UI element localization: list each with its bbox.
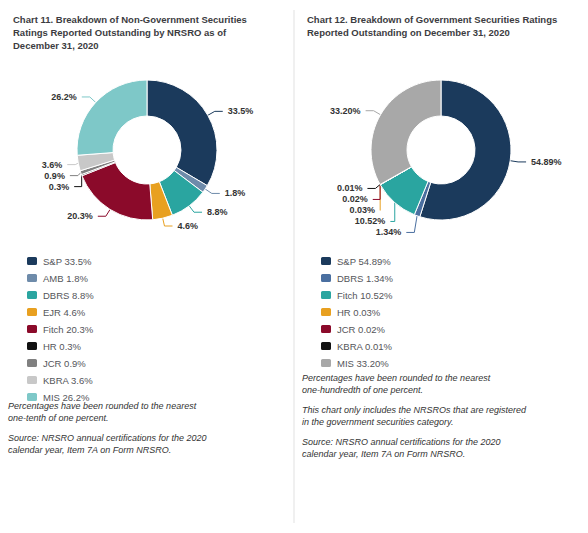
- svg-text:10.52%: 10.52%: [355, 216, 386, 226]
- svg-text:Source: NRSRO annual certifica: Source: NRSRO annual certifications for …: [302, 437, 501, 447]
- svg-text:in the government securities c: in the government securities category.: [302, 417, 453, 427]
- svg-text:0.01%: 0.01%: [337, 183, 363, 193]
- svg-text:Fitch 10.52%: Fitch 10.52%: [337, 290, 393, 301]
- svg-text:This chart only includes the N: This chart only includes the NRSROs that…: [302, 405, 527, 415]
- svg-text:S&P 33.5%: S&P 33.5%: [43, 256, 92, 267]
- svg-text:one-hundredth of one percent.: one-hundredth of one percent.: [302, 385, 423, 395]
- svg-text:calendar year, Item 7A on Form: calendar year, Item 7A on Form NRSRO.: [302, 449, 465, 459]
- svg-text:1.34%: 1.34%: [376, 227, 402, 237]
- svg-text:26.2%: 26.2%: [51, 92, 77, 102]
- svg-text:Percentages have been rounded: Percentages have been rounded to the nea…: [8, 401, 197, 411]
- svg-text:MIS 26.2%: MIS 26.2%: [43, 392, 90, 403]
- svg-text:DBRS 8.8%: DBRS 8.8%: [43, 290, 94, 301]
- svg-text:33.5%: 33.5%: [228, 106, 254, 116]
- svg-text:JCR 0.9%: JCR 0.9%: [43, 358, 86, 369]
- svg-text:AMB 1.8%: AMB 1.8%: [43, 273, 88, 284]
- svg-text:HR 0.3%: HR 0.3%: [43, 341, 82, 352]
- svg-text:8.8%: 8.8%: [207, 207, 228, 217]
- svg-text:Chart 11. Breakdown of Non-Gov: Chart 11. Breakdown of Non-Government Se…: [13, 14, 247, 25]
- svg-text:KBRA 0.01%: KBRA 0.01%: [337, 341, 392, 352]
- svg-text:HR 0.03%: HR 0.03%: [337, 307, 381, 318]
- svg-text:JCR 0.02%: JCR 0.02%: [337, 324, 386, 335]
- svg-text:Reported Outstanding on Decemb: Reported Outstanding on December 31, 202…: [307, 27, 510, 38]
- svg-text:33.20%: 33.20%: [330, 106, 361, 116]
- svg-text:1.8%: 1.8%: [225, 188, 246, 198]
- svg-text:Fitch 20.3%: Fitch 20.3%: [43, 324, 94, 335]
- svg-text:4.6%: 4.6%: [177, 221, 198, 231]
- svg-text:December 31, 2020: December 31, 2020: [13, 40, 99, 51]
- svg-text:Source: NRSRO annual certifica: Source: NRSRO annual certifications for …: [8, 433, 207, 443]
- svg-text:Ratings Reported Outstanding b: Ratings Reported Outstanding by NRSRO as…: [13, 27, 227, 38]
- svg-text:calendar year, Item 7A on Form: calendar year, Item 7A on Form NRSRO.: [8, 445, 171, 455]
- svg-text:S&P 54.89%: S&P 54.89%: [337, 256, 391, 267]
- svg-text:Chart 12. Breakdown of Governm: Chart 12. Breakdown of Government Securi…: [307, 14, 557, 25]
- svg-text:0.02%: 0.02%: [342, 194, 368, 204]
- svg-text:54.89%: 54.89%: [531, 157, 562, 167]
- svg-text:20.3%: 20.3%: [67, 211, 93, 221]
- svg-text:MIS 33.20%: MIS 33.20%: [337, 358, 389, 369]
- svg-text:0.9%: 0.9%: [44, 171, 65, 181]
- svg-text:EJR 4.6%: EJR 4.6%: [43, 307, 86, 318]
- svg-text:DBRS 1.34%: DBRS 1.34%: [337, 273, 394, 284]
- svg-text:one-tenth of one percent.: one-tenth of one percent.: [8, 413, 109, 423]
- svg-text:3.6%: 3.6%: [42, 160, 63, 170]
- svg-text:Percentages have been rounded: Percentages have been rounded to the nea…: [302, 373, 491, 383]
- svg-text:0.3%: 0.3%: [49, 182, 70, 192]
- svg-text:KBRA 3.6%: KBRA 3.6%: [43, 375, 93, 386]
- svg-text:0.03%: 0.03%: [350, 205, 376, 215]
